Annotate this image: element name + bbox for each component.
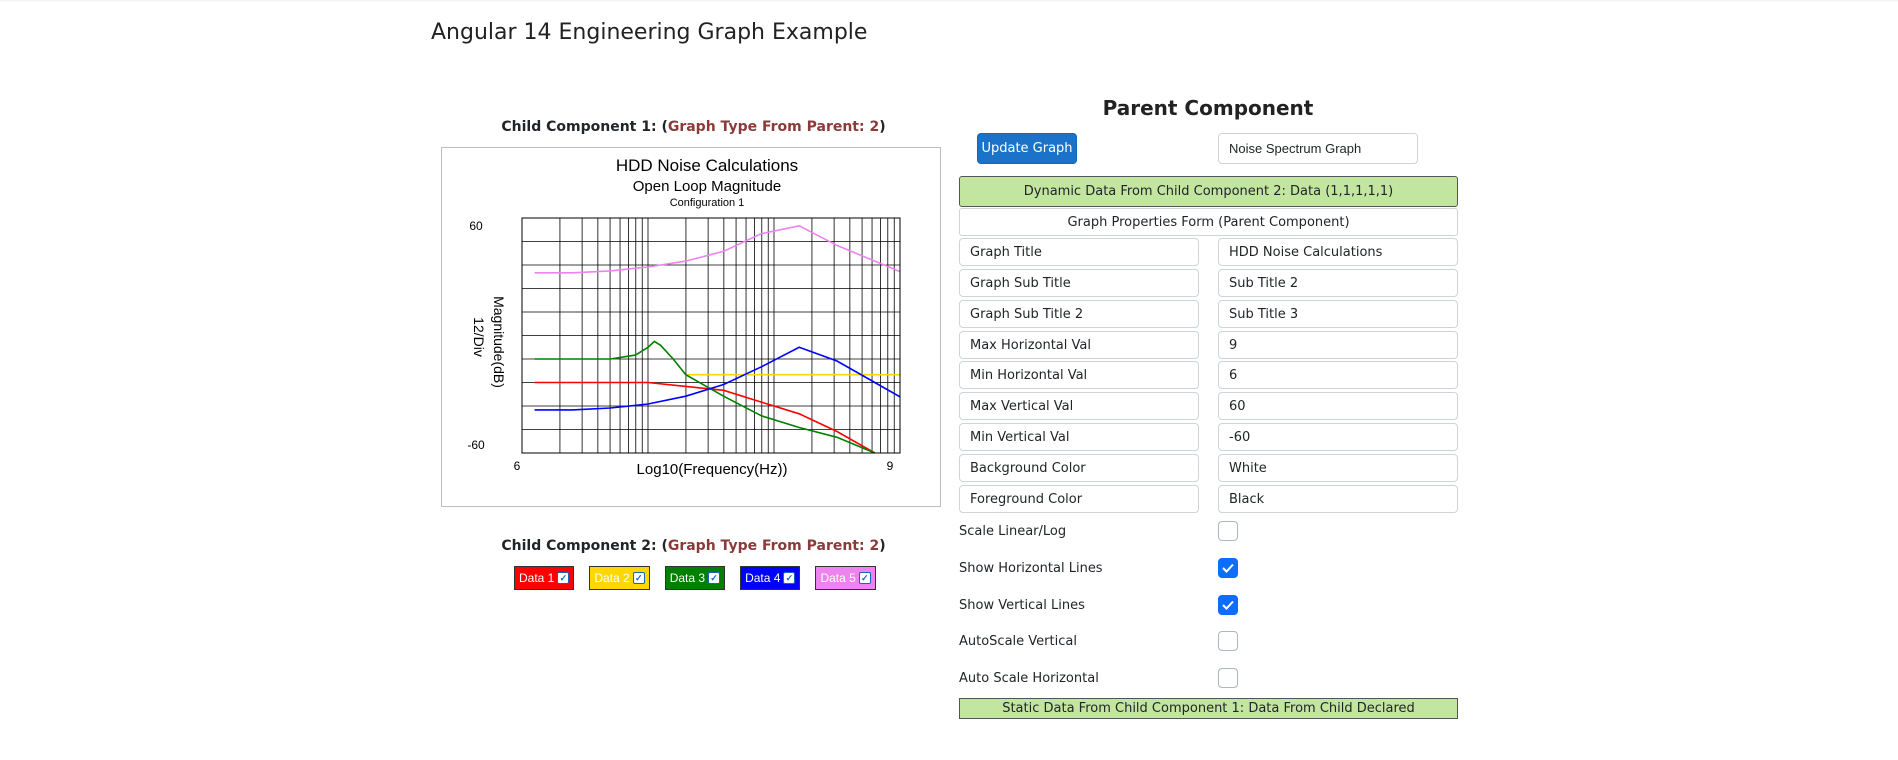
min-vertical-input[interactable]: -60 (1218, 423, 1458, 451)
auto-scale-horizontal-checkbox[interactable] (1218, 668, 1238, 688)
child1-heading: Child Component 1: (Graph Type From Pare… (442, 119, 945, 135)
window-top-edge (0, 0, 1898, 2)
x-tick-min: 6 (514, 459, 521, 473)
auto-scale-horizontal-label: Auto Scale Horizontal (959, 670, 1099, 686)
dynamic-data-banner: Dynamic Data From Child Component 2: Dat… (959, 176, 1458, 207)
child2-graph-type: Graph Type From Parent: 2 (667, 538, 880, 554)
legend-label: Data 3 (669, 571, 706, 585)
min-horizontal-input[interactable]: 6 (1218, 361, 1458, 389)
background-color-input[interactable]: White (1218, 454, 1458, 482)
legend-data-3[interactable]: Data 3 ✓ (664, 566, 726, 590)
page-title: Angular 14 Engineering Graph Example (431, 20, 868, 45)
background-color-label: Background Color (959, 454, 1199, 482)
max-vertical-input[interactable]: 60 (1218, 392, 1458, 420)
child2-heading-prefix: Child Component 2: ( (501, 538, 668, 554)
max-horizontal-input[interactable]: 9 (1218, 331, 1458, 359)
child1-graph-type: Graph Type From Parent: 2 (667, 119, 880, 135)
y-axis-label: Magnitude(dB) (491, 296, 507, 388)
plot-frame (521, 217, 901, 454)
parent-heading: Parent Component (1102, 96, 1314, 120)
autoscale-vertical-label: AutoScale Vertical (959, 633, 1077, 649)
graph-title-label: Graph Title (959, 238, 1199, 266)
legend-checkbox[interactable]: ✓ (632, 572, 645, 584)
graph-sub-title-input[interactable]: Sub Title 2 (1218, 269, 1458, 297)
graph-sub-title-2-label: Graph Sub Title 2 (959, 300, 1199, 328)
legend-data-4[interactable]: Data 4 ✓ (740, 566, 801, 590)
legend-label: Data 5 (820, 571, 856, 585)
legend-data-2[interactable]: Data 2 ✓ (589, 566, 650, 590)
series-legend: Data 1 ✓ Data 2 ✓ Data 3 ✓ Data 4 ✓ Data 5 ✓ (514, 566, 876, 590)
max-horizontal-label: Max Horizontal Val (959, 331, 1199, 359)
child2-heading: Child Component 2: (Graph Type From Pare… (442, 538, 945, 554)
series-line-data-3 (534, 340, 876, 453)
form-banner: Graph Properties Form (Parent Component) (959, 208, 1458, 236)
scale-linear-log-checkbox[interactable] (1218, 521, 1238, 541)
min-vertical-label: Min Vertical Val (959, 423, 1199, 451)
graph-subtitle2: Configuration 1 (670, 197, 745, 209)
x-tick-max: 9 (887, 459, 894, 473)
legend-label: Data 2 (594, 571, 630, 585)
graph-sub-title-2-input[interactable]: Sub Title 3 (1218, 300, 1458, 328)
foreground-color-label: Foreground Color (959, 485, 1199, 513)
child2-heading-suffix: ) (879, 538, 886, 554)
autoscale-vertical-checkbox[interactable] (1218, 631, 1238, 651)
min-horizontal-label: Min Horizontal Val (959, 361, 1199, 389)
max-vertical-label: Max Vertical Val (959, 392, 1199, 420)
series-line-data-5 (534, 224, 900, 274)
graph-sub-title-label: Graph Sub Title (959, 269, 1199, 297)
legend-checkbox[interactable]: ✓ (783, 572, 796, 584)
series-line-data-1 (534, 381, 876, 453)
graph-title-input[interactable]: HDD Noise Calculations (1218, 238, 1458, 266)
show-vertical-lines-checkbox[interactable] (1218, 595, 1238, 615)
legend-checkbox[interactable]: ✓ (708, 572, 721, 584)
show-vertical-lines-label: Show Vertical Lines (959, 597, 1085, 613)
static-data-banner: Static Data From Child Component 1: Data… (959, 698, 1458, 719)
legend-checkbox[interactable]: ✓ (557, 572, 570, 584)
graph-series (534, 224, 900, 453)
foreground-color-input[interactable]: Black (1218, 485, 1458, 513)
update-graph-button[interactable]: Update Graph (977, 133, 1077, 164)
y-tick-max: 60 (469, 219, 483, 233)
y-axis-label-div: 12/Div (471, 317, 487, 357)
graph-subtitle: Open Loop Magnitude (633, 178, 781, 195)
graph-title: HDD Noise Calculations (616, 156, 798, 175)
x-axis-label: Log10(Frequency(Hz)) (637, 461, 788, 478)
graph-type-select[interactable]: Noise Spectrum Graph (1218, 133, 1418, 164)
legend-data-5[interactable]: Data 5 ✓ (815, 566, 876, 590)
legend-data-1[interactable]: Data 1 ✓ (514, 566, 575, 590)
y-tick-min: -60 (467, 438, 485, 452)
graph-panel: HDD Noise Calculations Open Loop Magnitu… (441, 147, 941, 507)
legend-label: Data 1 (519, 571, 555, 585)
show-horizontal-lines-checkbox[interactable] (1218, 558, 1238, 578)
child1-heading-prefix: Child Component 1: ( (501, 119, 668, 135)
scale-linear-log-label: Scale Linear/Log (959, 523, 1067, 539)
legend-checkbox[interactable]: ✓ (858, 572, 871, 584)
legend-label: Data 4 (745, 571, 781, 585)
show-horizontal-lines-label: Show Horizontal Lines (959, 560, 1103, 576)
graph-grid (522, 218, 900, 453)
series-line-data-4 (534, 346, 900, 411)
child1-heading-suffix: ) (879, 119, 886, 135)
graph-svg: HDD Noise Calculations Open Loop Magnitu… (467, 156, 901, 478)
